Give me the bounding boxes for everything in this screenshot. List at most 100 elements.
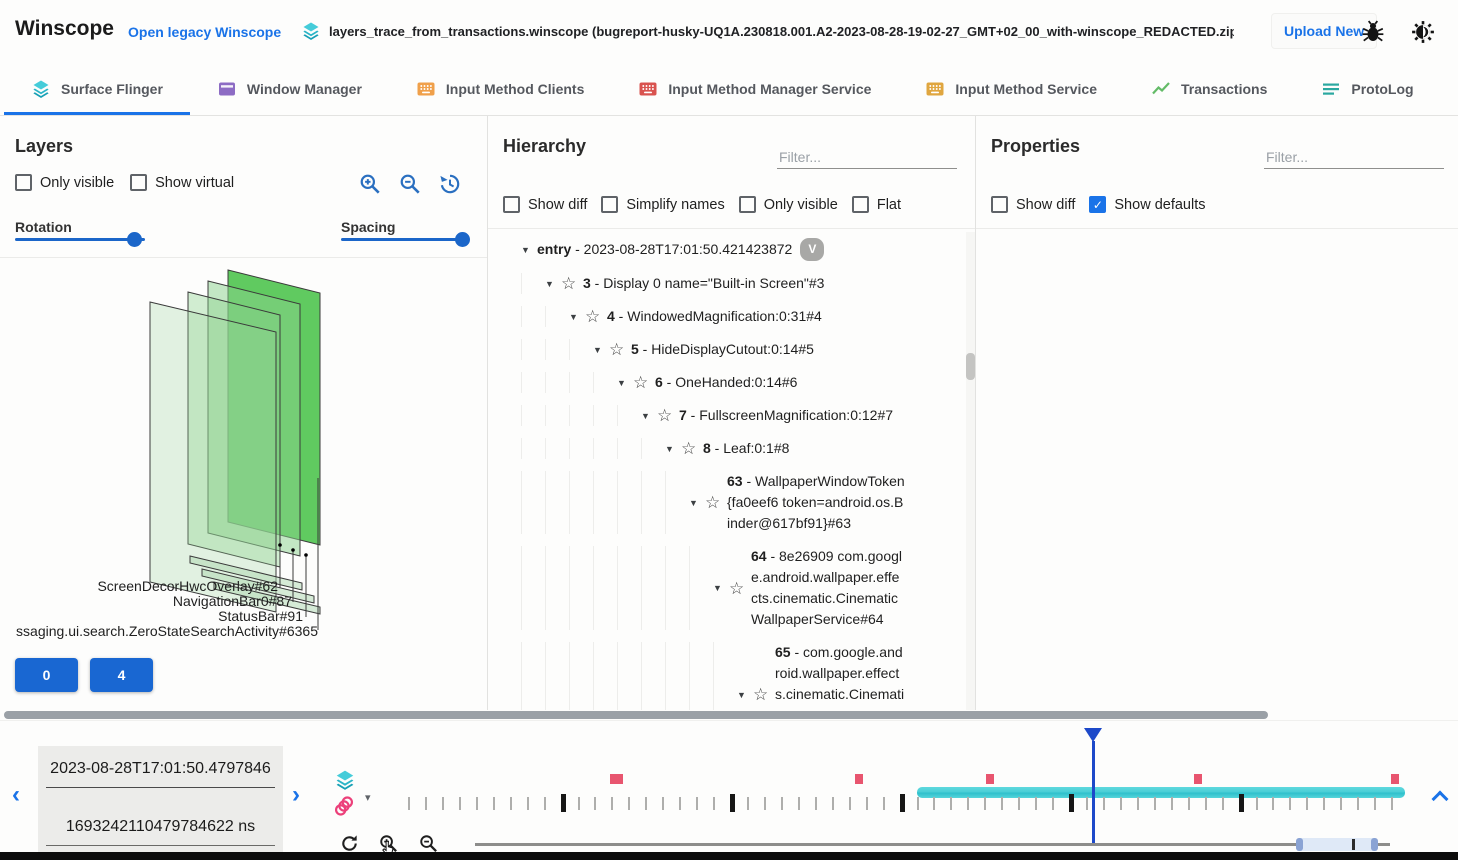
pin-star-icon[interactable]: ☆ <box>633 373 649 392</box>
pin-star-icon[interactable]: ☆ <box>585 307 601 326</box>
checkbox-unchecked-icon[interactable] <box>601 196 619 213</box>
tree-node-entry[interactable]: ▼ entry - 2023-08-28T17:01:50.421423872 V <box>521 232 950 267</box>
dark-mode-toggle-icon[interactable] <box>1411 20 1435 44</box>
tree-node-64[interactable]: ▼ ☆ 64 - 8e26909 com.google.android.wallpa… <box>521 540 950 636</box>
tab-transactions[interactable]: Transactions <box>1124 62 1294 115</box>
report-bug-icon[interactable] <box>1361 20 1385 44</box>
transition-marker[interactable] <box>1194 774 1202 784</box>
expand-collapse-icon[interactable]: ▼ <box>569 311 578 322</box>
rotation-label: Rotation <box>15 219 72 235</box>
prev-entry-button[interactable]: ‹ <box>12 781 20 808</box>
zoom-in-icon[interactable] <box>358 172 382 196</box>
tab-input-method-clients[interactable]: Input Method Clients <box>389 62 611 115</box>
hierarchy-scrollbar[interactable] <box>966 232 975 710</box>
expand-collapse-icon[interactable]: ▼ <box>545 278 554 289</box>
open-legacy-link[interactable]: Open legacy Winscope <box>128 24 282 40</box>
layer-id-button-4[interactable]: 4 <box>90 658 153 692</box>
pin-star-icon[interactable]: ☆ <box>657 406 673 425</box>
rotation-slider[interactable] <box>15 232 145 247</box>
spacing-slider[interactable] <box>341 232 470 247</box>
expand-collapse-icon[interactable]: ▼ <box>593 344 602 355</box>
pin-star-icon[interactable]: ☆ <box>609 340 625 359</box>
layers-checkbox-only-visible[interactable]: Only visible <box>15 174 114 191</box>
tree-node-6[interactable]: ▼ ☆ 6 - OneHanded:0:14#6 <box>521 366 950 399</box>
transition-marker[interactable] <box>855 774 863 784</box>
spacing-slider-thumb[interactable] <box>455 232 470 247</box>
hierarchy-checkbox-flat[interactable]: Flat <box>851 196 901 213</box>
checkbox-unchecked-icon[interactable] <box>851 196 869 213</box>
pin-star-icon[interactable]: ☆ <box>753 685 769 704</box>
pin-star-icon[interactable]: ☆ <box>705 493 721 512</box>
tree-node-3[interactable]: ▼ ☆ 3 - Display 0 name="Built-in Screen"#3 <box>521 267 950 300</box>
checkbox-unchecked-icon[interactable] <box>130 174 148 191</box>
timeline-zoom-out-icon[interactable] <box>418 833 439 854</box>
sf-trace-bar[interactable] <box>917 787 1405 798</box>
checkbox-checked-icon[interactable]: ✓ <box>1089 196 1107 213</box>
collapse-timeline-icon[interactable] <box>1431 790 1449 808</box>
timestamp-human-input[interactable]: 2023-08-28T17:01:50.4797846 <box>46 760 275 788</box>
tree-node-4[interactable]: ▼ ☆ 4 - WindowedMagnification:0:31#4 <box>521 300 950 333</box>
ruler-tick <box>679 797 682 810</box>
reset-view-icon[interactable] <box>438 172 462 196</box>
indent-guide <box>569 471 593 534</box>
pin-star-icon[interactable]: ☆ <box>681 439 697 458</box>
tree-node-65[interactable]: ▼ ☆ 65 - com.google.android.wallpaper.effe… <box>521 636 950 710</box>
rotation-slider-thumb[interactable] <box>126 232 142 247</box>
tab-surface-flinger[interactable]: Surface Flinger <box>4 62 190 115</box>
ruler-tick <box>831 797 834 810</box>
expand-collapse-icon[interactable]: ▼ <box>641 410 650 421</box>
content-hscrollbar[interactable] <box>4 711 1268 719</box>
tab-transitions[interactable]: Transitions <box>1441 62 1458 115</box>
timeline-cursor[interactable] <box>1092 741 1095 846</box>
expand-collapse-icon[interactable]: ▼ <box>521 244 530 255</box>
overview-handle-right[interactable] <box>1371 838 1378 851</box>
hierarchy-scrollbar-thumb[interactable] <box>966 353 975 380</box>
timeline-cursor-head[interactable] <box>1084 728 1102 742</box>
tree-node-63[interactable]: ▼ ☆ 63 - WallpaperWindowToken{fa0eef6 toke… <box>521 465 950 540</box>
timestamp-ns-input[interactable]: 1693242110479784622 ns <box>46 818 275 846</box>
layers-3d-view[interactable] <box>0 256 487 652</box>
checkbox-unchecked-icon[interactable] <box>991 196 1008 213</box>
expand-collapse-icon[interactable]: ▼ <box>617 377 626 388</box>
checkbox-unchecked-icon[interactable] <box>15 174 32 191</box>
expand-collapse-icon[interactable]: ▼ <box>665 443 674 454</box>
overview-track[interactable] <box>475 843 1390 846</box>
expand-collapse-icon[interactable]: ▼ <box>713 583 722 593</box>
tree-node-8[interactable]: ▼ ☆ 8 - Leaf:0:1#8 <box>521 432 950 465</box>
properties-checkbox-show-defaults[interactable]: ✓ Show defaults <box>1089 196 1205 213</box>
ruler-tick <box>747 797 749 810</box>
hierarchy-checkbox-simplify-names[interactable]: Simplify names <box>601 196 725 213</box>
transition-marker[interactable] <box>610 774 623 784</box>
properties-checkbox-show-diff[interactable]: Show diff <box>991 196 1075 213</box>
checkbox-unchecked-icon[interactable] <box>503 196 520 213</box>
tab-input-method-service[interactable]: Input Method Service <box>898 62 1124 115</box>
tab-input-method-manager-service[interactable]: Input Method Manager Service <box>611 62 898 115</box>
overview-handle-left[interactable] <box>1296 838 1303 851</box>
hierarchy-filter-input[interactable] <box>777 146 957 169</box>
transition-marker[interactable] <box>1391 774 1399 784</box>
trace-select-caret-icon[interactable]: ▾ <box>365 792 371 804</box>
properties-filter-input[interactable] <box>1264 146 1444 169</box>
pin-star-icon[interactable]: ☆ <box>561 274 577 293</box>
timeline-reset-zoom-icon[interactable] <box>339 833 360 854</box>
tab-protolog[interactable]: ProtoLog <box>1294 62 1440 115</box>
expand-collapse-icon[interactable]: ▼ <box>689 497 698 508</box>
transition-marker[interactable] <box>986 774 994 784</box>
checkbox-unchecked-icon[interactable] <box>738 196 756 213</box>
layer-id-button-0[interactable]: 0 <box>15 658 78 692</box>
pin-star-icon[interactable]: ☆ <box>729 578 745 598</box>
tree-node-7[interactable]: ▼ ☆ 7 - FullscreenMagnification:0:12#7 <box>521 399 950 432</box>
zoom-out-icon[interactable] <box>398 172 422 196</box>
next-entry-button[interactable]: › <box>292 781 300 808</box>
overview-selection[interactable] <box>1298 838 1376 851</box>
tree-node-5[interactable]: ▼ ☆ 5 - HideDisplayCutout:0:14#5 <box>521 333 950 366</box>
layers-checkbox-show-virtual[interactable]: Show virtual <box>130 174 234 191</box>
indent-guide <box>689 546 713 630</box>
layer-label: ssaging.ui.search.ZeroStateSearchActivit… <box>16 623 318 639</box>
expand-collapse-icon[interactable]: ▼ <box>737 689 746 700</box>
tab-window-manager[interactable]: Window Manager <box>190 62 389 115</box>
hierarchy-checkbox-only-visible[interactable]: Only visible <box>738 196 838 213</box>
upload-new-button[interactable]: Upload New <box>1271 13 1378 49</box>
ruler-tick <box>848 797 851 810</box>
hierarchy-checkbox-show-diff[interactable]: Show diff <box>503 196 587 213</box>
